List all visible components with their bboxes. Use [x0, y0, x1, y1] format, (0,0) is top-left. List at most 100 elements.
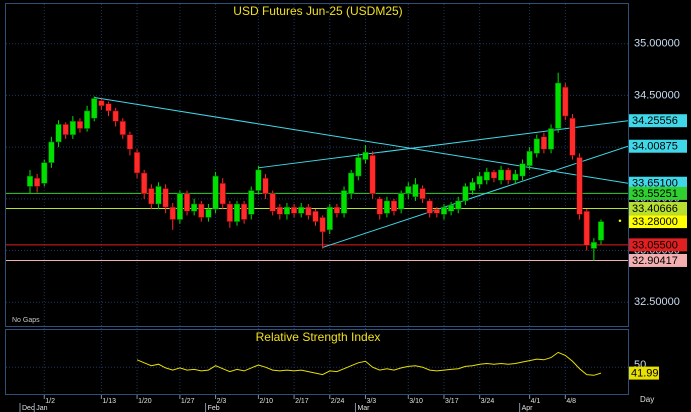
month-label: Mar: [357, 405, 370, 412]
level-box: [629, 238, 687, 252]
candle-body: [498, 169, 505, 181]
candle-body: [148, 188, 155, 205]
candle-body: [169, 206, 176, 220]
chart-title: USD Futures Jun-25 (USDM25): [233, 4, 402, 18]
candle-body: [212, 175, 219, 210]
x-tick-label: 2/24: [331, 398, 345, 405]
trendline-end-label: 34.25556: [632, 115, 678, 127]
candle-body: [412, 184, 419, 198]
plot-frame: [5, 3, 629, 327]
level-label: 33.40666: [632, 203, 678, 215]
y-tick-label: 32.50000: [634, 296, 680, 308]
candle-body: [241, 203, 248, 220]
month-label: Dec: [22, 405, 35, 412]
candle-body: [390, 200, 398, 212]
candle-body: [326, 206, 333, 231]
candle-body: [319, 217, 326, 233]
level-label: 33.05500: [632, 239, 678, 251]
rsi-line: [136, 351, 602, 376]
candle-body: [490, 171, 497, 179]
candle-body: [547, 128, 555, 150]
trendline-end-box: [629, 114, 687, 128]
trendline: [94, 96, 628, 184]
candle-body: [576, 157, 583, 215]
candle-body: [533, 138, 540, 154]
candle-body: [62, 124, 69, 135]
last-price-marker: •: [618, 216, 621, 226]
rsi-frame: [5, 329, 629, 395]
candle-body: [462, 186, 469, 202]
candle-body: [305, 206, 312, 216]
candle-body: [34, 177, 41, 187]
axes: 32.5000033.0000033.5000034.0000034.50000…: [19, 38, 687, 412]
candle-body: [526, 151, 533, 166]
candle-body: [455, 200, 462, 210]
candle-body: [226, 203, 233, 222]
y-tick-label: 34.50000: [634, 89, 680, 101]
level-box: [629, 186, 687, 200]
x-tick-label: 1/13: [102, 398, 116, 405]
trendline-end-box: [629, 139, 687, 153]
candle-body: [555, 82, 562, 129]
candle-body: [119, 121, 126, 135]
rsi-area: [136, 351, 602, 376]
month-label: Jan: [36, 405, 47, 412]
candle-body: [476, 175, 483, 185]
plot-area: [6, 72, 628, 261]
candle-body: [98, 100, 105, 107]
trendline: [258, 120, 628, 169]
x-tick-label: 2/17: [295, 398, 309, 405]
candle-body: [205, 208, 212, 218]
candle-body: [26, 175, 34, 187]
candle-body: [183, 193, 191, 212]
candle-body: [141, 172, 148, 194]
candle-body: [590, 242, 597, 249]
candle-body: [362, 152, 369, 160]
x-tick-label: 1/27: [181, 398, 195, 405]
trendline-end-label: 33.65100: [632, 178, 678, 190]
candle-body: [583, 210, 590, 246]
candle-body: [233, 203, 241, 222]
candle-body: [276, 206, 283, 215]
rsi-title: Relative Strength Index: [256, 330, 381, 344]
x-tick-label: 2/3: [217, 398, 227, 405]
candle-body: [41, 162, 48, 184]
candle-body: [483, 171, 490, 181]
x-tick-label: 4/1: [531, 398, 541, 405]
candle-body: [569, 117, 576, 156]
candle-body: [55, 124, 62, 143]
candle-body: [426, 200, 433, 214]
candle-body: [355, 157, 362, 177]
month-label: Apr: [522, 405, 534, 412]
candle-body: [134, 152, 141, 174]
candle-body: [269, 193, 276, 212]
candle-body: [597, 221, 605, 241]
candle-body: [376, 198, 383, 215]
level-box: [629, 215, 687, 229]
candle-body: [419, 188, 426, 200]
level-label: 33.55251: [632, 188, 678, 200]
candle-body: [433, 208, 440, 214]
note: No Gaps: [12, 317, 40, 324]
candle-body: [262, 177, 269, 194]
candle-body: [76, 121, 84, 129]
candle-body: [405, 186, 412, 194]
candle-body: [291, 206, 298, 214]
month-label: Feb: [208, 405, 220, 412]
candle-body: [155, 186, 162, 205]
candle-body: [191, 203, 198, 212]
rsi-last-box: [629, 366, 659, 380]
x-tick-label: 1/20: [138, 398, 152, 405]
candle-body: [505, 169, 512, 181]
x-tick-label: 3/3: [366, 398, 376, 405]
level-label: 32.90417: [632, 255, 678, 267]
candle-body: [84, 110, 91, 129]
candle-body: [562, 86, 569, 117]
candle-body: [512, 173, 519, 181]
candle-body: [298, 206, 305, 214]
candle-body: [162, 188, 169, 208]
x-unit: Day: [640, 395, 654, 404]
candle-body: [440, 206, 448, 215]
